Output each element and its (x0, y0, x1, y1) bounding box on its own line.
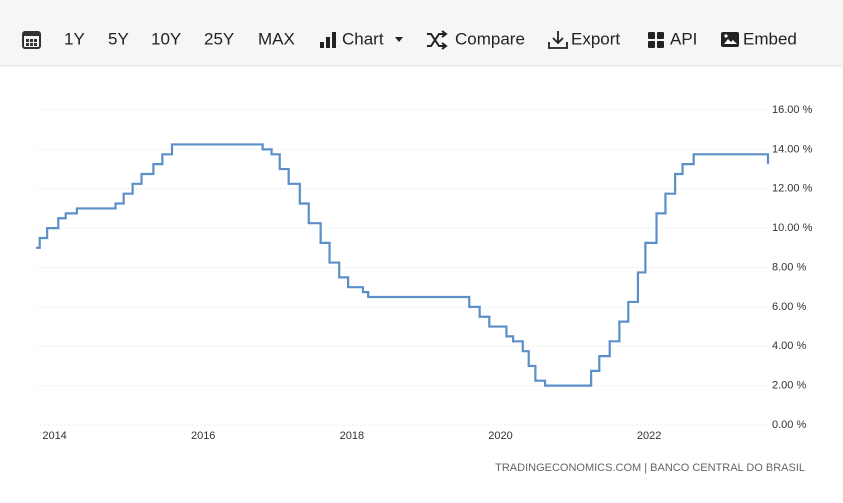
caret (395, 37, 403, 42)
y-tick-label: 6.00 % (772, 301, 806, 313)
toolbar (0, 0, 843, 66)
embed-icon (721, 32, 739, 47)
toolbar-button[interactable]: 10Y (151, 29, 181, 48)
x-tick-label: 2018 (340, 430, 364, 442)
toolbar-button[interactable]: MAX (258, 29, 295, 48)
y-tick-label: 12.00 % (772, 183, 813, 195)
chart-icon (320, 32, 336, 48)
y-tick-label: 2.00 % (772, 380, 806, 392)
toolbar-button[interactable]: Chart (342, 29, 384, 48)
y-tick-label: 0.00 % (772, 419, 806, 431)
y-tick-label: 14.00 % (772, 143, 813, 155)
y-tick-label: 16.00 % (772, 104, 813, 116)
toolbar-button[interactable]: Export (571, 29, 620, 48)
api-icon (648, 32, 664, 48)
x-tick-label: 2014 (42, 430, 66, 442)
y-tick-label: 8.00 % (772, 261, 806, 273)
x-tick-label: 2022 (637, 430, 661, 442)
toolbar-button[interactable]: Compare (455, 29, 525, 48)
x-tick-label: 2016 (191, 430, 215, 442)
y-tick-label: 4.00 % (772, 340, 806, 352)
toolbar-button[interactable]: 25Y (204, 29, 234, 48)
compare-icon (427, 30, 448, 50)
source: TRADINGECONOMICS.COM | BANCO CENTRAL DO … (495, 462, 805, 474)
x-tick-label: 2020 (488, 430, 512, 442)
toolbar-button[interactable]: 5Y (108, 29, 129, 48)
toolbar-button[interactable]: 1Y (64, 29, 85, 48)
calendar-icon[interactable] (22, 31, 41, 49)
toolbar-button[interactable]: Embed (743, 29, 797, 48)
line-series (36, 143, 770, 387)
toolbar-button[interactable]: API (670, 29, 697, 48)
export-icon (548, 31, 568, 49)
y-tick-label: 10.00 % (772, 222, 813, 234)
